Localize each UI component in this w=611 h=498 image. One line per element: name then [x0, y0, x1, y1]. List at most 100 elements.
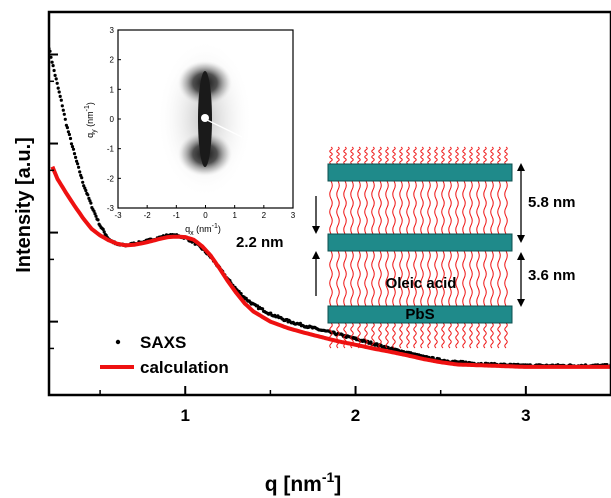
saxs-point [57, 90, 61, 94]
ligand-chain [448, 250, 452, 307]
inset-y-tick-label: -2 [107, 174, 115, 183]
ligand-chain [378, 146, 382, 165]
ligand-chain [427, 322, 431, 349]
ligand-chain [448, 322, 452, 349]
saxs-point [80, 176, 84, 180]
ligand-chain [455, 180, 459, 235]
saxs-point [86, 193, 90, 197]
oleic-acid-label: Oleic acid [386, 275, 457, 292]
inset-x-tick-label: -1 [173, 211, 181, 220]
ligand-chain [392, 180, 396, 235]
ligand-chain [427, 250, 431, 307]
ligand-chain [476, 322, 480, 349]
ligand-chain [350, 322, 354, 349]
saxs-point [54, 77, 58, 81]
ligand-chain [364, 146, 368, 165]
ligand-chain [364, 250, 368, 307]
ligand-chain [399, 322, 403, 349]
ligand-chain [357, 322, 361, 349]
ligand-gap-arrowhead-down [312, 226, 320, 234]
period-arrowhead-bottom [517, 235, 525, 243]
y-axis-ticks [49, 53, 58, 350]
ligand-chain [420, 322, 424, 349]
saxs-point [69, 142, 74, 146]
inset-x-tick-label: -3 [114, 211, 122, 220]
saxs-point [63, 117, 67, 121]
ligand-chain [469, 180, 473, 235]
oleic-acid-ligands [329, 146, 508, 349]
inset-x-tick-label: 2 [262, 211, 267, 220]
ligand-chain [504, 250, 508, 307]
saxs-point [50, 60, 54, 64]
x-axis-title: q [nm-1] [265, 469, 342, 496]
saxs-point [93, 212, 97, 216]
inset-y-tick-label: 1 [110, 85, 115, 94]
ligand-chain [371, 146, 375, 165]
saxs-point [68, 136, 73, 141]
saxs-point [59, 98, 63, 102]
saxs-point [60, 104, 64, 108]
ligand-chain [462, 322, 466, 349]
saxs-point [298, 321, 302, 325]
ligand-chain [497, 146, 501, 165]
ligand-chain [434, 250, 438, 307]
ligand-chain [350, 250, 354, 307]
inset-y-tick-label: -1 [107, 145, 115, 154]
ligand-chain [378, 180, 382, 235]
ligand-chain [336, 250, 340, 307]
inset-scattering-pattern: -3 -2 -1 0 1 2 3 -3 -2 -1 0 1 2 3 qx (nm-1) qy (nm-1) [84, 26, 296, 237]
inset-x-axis-title: qx (nm-1) [185, 223, 221, 237]
saxs-point [92, 209, 96, 213]
ligand-chain [434, 146, 438, 165]
ligand-chain [490, 146, 494, 165]
ligand-chain [427, 146, 431, 165]
inset-y-tick-label: -3 [107, 204, 115, 213]
inset-x-tick-label: 0 [203, 211, 208, 220]
ligand-chain [483, 250, 487, 307]
layer-gap-label: 3.6 nm [528, 267, 576, 284]
ligand-chain [406, 250, 410, 307]
saxs-point [56, 86, 60, 90]
ligand-chain [441, 146, 445, 165]
ligand-chain [413, 250, 417, 307]
saxs-point [96, 218, 100, 222]
ligand-chain [448, 180, 452, 235]
saxs-point [51, 64, 55, 68]
pbs-label: PbS [405, 306, 434, 323]
period-label: 5.8 nm [528, 194, 576, 211]
saxs-point [71, 147, 76, 151]
ligand-chain [399, 180, 403, 235]
ligand-chain [385, 180, 389, 235]
ligand-chain [350, 180, 354, 235]
pbs-layer-middle [327, 233, 513, 252]
ligand-chain [434, 322, 438, 349]
saxs-point [88, 199, 92, 203]
ligand-chain [476, 180, 480, 235]
ligand-chain [462, 146, 466, 165]
period-arrowhead-top [517, 163, 525, 171]
ligand-chain [364, 180, 368, 235]
inset-y-tick-label: 0 [110, 115, 115, 124]
saxs-point [78, 170, 82, 174]
saxs-point [70, 145, 75, 149]
inset-y-tick-label: 3 [110, 26, 115, 35]
ligand-chain [392, 250, 396, 307]
ligand-chain [343, 322, 347, 349]
ligand-chain [336, 322, 340, 349]
saxs-point [76, 162, 80, 166]
ligand-chain [413, 180, 417, 235]
x-tick-label: 3 [521, 406, 530, 425]
ligand-chain [378, 250, 382, 307]
x-tick-label: 2 [351, 406, 360, 425]
pbs-layer-bottom [327, 305, 513, 324]
ligand-chain [483, 146, 487, 165]
legend-saxs-label: SAXS [140, 333, 186, 352]
ligand-chain [406, 180, 410, 235]
inset-x-tick-label: 3 [291, 211, 296, 220]
plot-frame [47, 10, 611, 397]
layer-gap-arrowhead-bottom [517, 299, 525, 307]
ligand-chain [406, 322, 410, 349]
ligand-chain [490, 250, 494, 307]
ligand-chain [385, 250, 389, 307]
ligand-chain [406, 146, 410, 165]
